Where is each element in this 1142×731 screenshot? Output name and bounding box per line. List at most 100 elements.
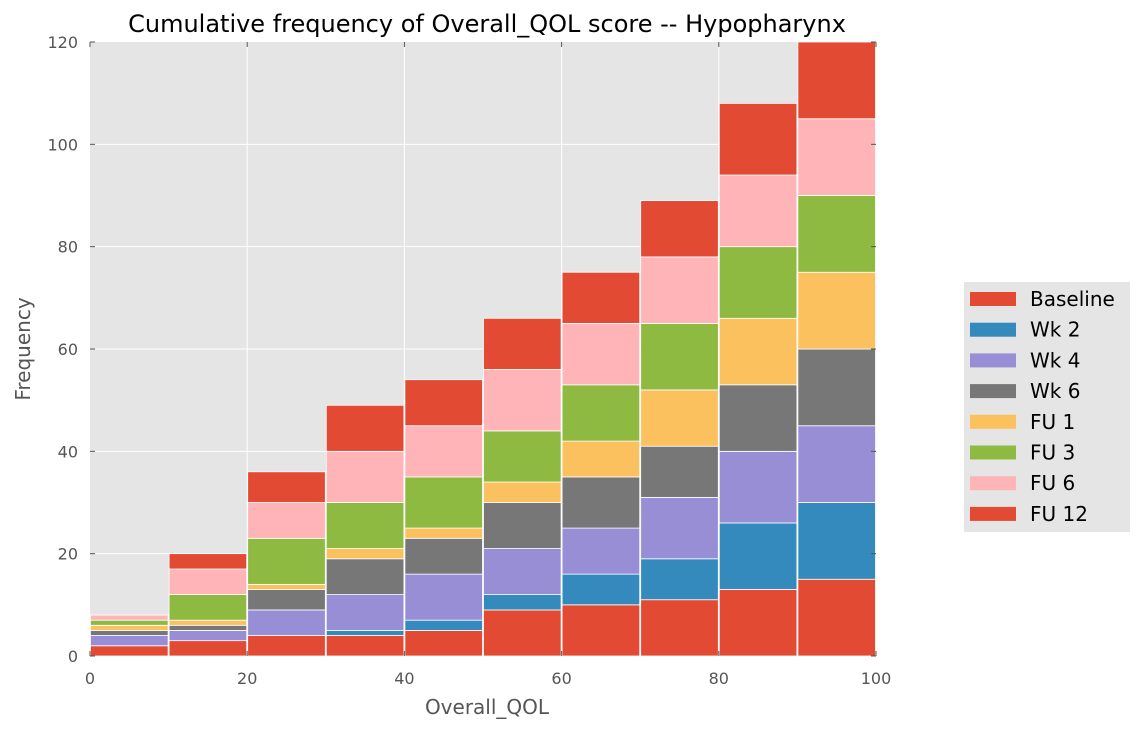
bar-segment	[718, 522, 798, 590]
bar-segment	[561, 271, 641, 324]
bar-segment	[168, 630, 248, 642]
bar-segment	[168, 640, 248, 657]
legend-label: FU 1	[1030, 410, 1075, 434]
bar-segment	[718, 317, 798, 386]
bar-segment	[247, 471, 326, 503]
bar-segment	[325, 558, 405, 595]
legend-swatch	[970, 384, 1016, 399]
x-tick-label: 20	[237, 669, 257, 688]
bar-segment	[325, 502, 405, 549]
chart-title: Cumulative frequency of Overall_QOL scor…	[128, 10, 846, 38]
bar-segment	[168, 619, 248, 626]
y-tick-label: 120	[47, 33, 78, 52]
bar-segment	[325, 594, 405, 631]
bar-segment	[483, 369, 562, 432]
legend-label: FU 6	[1030, 471, 1075, 495]
bar-segment	[797, 502, 876, 580]
legend-label: FU 12	[1030, 502, 1088, 526]
bar-segment	[718, 589, 798, 657]
bar-segment	[247, 502, 326, 539]
bar-segment	[325, 635, 405, 657]
y-tick-label: 20	[58, 545, 78, 564]
bar-segment	[483, 502, 562, 549]
legend-swatch	[970, 322, 1016, 337]
bar-segment	[483, 594, 562, 611]
bar-segment	[640, 599, 719, 657]
bar-segment	[483, 481, 562, 503]
bar-segment	[247, 583, 326, 590]
legend: Baseline Wk 2 Wk 4 Wk 6 FU 1 FU 3 FU 6 FU 12	[964, 282, 1130, 532]
bar-segment	[640, 256, 719, 324]
legend-swatch	[970, 353, 1016, 368]
bar-segment	[168, 624, 248, 631]
bar-segment	[90, 635, 169, 647]
ticks: 0 20 40 60 80 100 0 20 40 60 80 100 120	[47, 33, 891, 688]
legend-label: Wk 2	[1030, 318, 1080, 342]
legend-label: FU 3	[1030, 441, 1075, 465]
bar-segment	[561, 527, 641, 575]
bar-segment	[797, 578, 876, 657]
bar-segment	[640, 389, 719, 447]
bar-segment	[797, 348, 876, 427]
x-tick-label: 100	[861, 669, 892, 688]
y-tick-label: 40	[58, 442, 78, 461]
bar-segment	[404, 527, 483, 539]
bar-segment	[404, 379, 483, 427]
y-tick-label: 0	[68, 647, 78, 666]
bar-segment	[561, 604, 641, 657]
legend-label: Baseline	[1030, 287, 1115, 311]
bar-segment	[325, 630, 405, 636]
bar-segment	[797, 271, 876, 350]
legend-label: Wk 6	[1030, 379, 1080, 403]
bar-segment	[325, 548, 405, 560]
bar-segment	[247, 537, 326, 585]
bar-segment	[561, 384, 641, 442]
bar-segment	[640, 496, 719, 560]
bar-segment	[483, 317, 562, 370]
x-tick-label: 60	[551, 669, 571, 688]
bar-segment	[90, 645, 169, 657]
y-tick-label: 80	[58, 238, 78, 257]
bar-segment	[797, 41, 876, 120]
bar-segment	[797, 195, 876, 273]
bar-segment	[483, 430, 562, 483]
bar-segment	[404, 573, 483, 621]
x-tick-label: 40	[394, 669, 414, 688]
x-tick-label: 80	[709, 669, 729, 688]
bar-segment	[404, 425, 483, 478]
bar-segment	[561, 476, 641, 529]
bar-segment	[404, 476, 483, 529]
bar-segment	[640, 558, 719, 601]
y-axis-label: Frequency	[11, 297, 35, 400]
legend-swatch	[970, 292, 1016, 306]
bar-segment	[797, 118, 876, 196]
bar-segment	[718, 450, 798, 524]
legend-swatch	[970, 506, 1016, 521]
y-tick-label: 100	[47, 135, 78, 154]
bar-segment	[90, 619, 169, 626]
bar-segment	[718, 174, 798, 248]
bar-segment	[325, 404, 405, 452]
bar-segment	[247, 589, 326, 611]
x-tick-label: 0	[85, 669, 95, 688]
legend-swatch	[970, 476, 1016, 491]
bar-segment	[718, 103, 798, 176]
bar-segment	[247, 609, 326, 636]
bar-segment	[640, 200, 719, 258]
bar-segment	[168, 594, 248, 621]
y-tick-label: 60	[58, 340, 78, 359]
bars	[90, 41, 876, 657]
bar-segment	[718, 384, 798, 452]
bar-segment	[325, 450, 405, 503]
bar-segment	[168, 553, 248, 570]
bar-segment	[90, 624, 169, 631]
bar-segment	[247, 635, 326, 657]
legend-swatch	[970, 445, 1016, 460]
bar-segment	[168, 568, 248, 595]
bar-segment	[90, 630, 169, 636]
bar-segment	[718, 246, 798, 319]
bar-segment	[640, 445, 719, 498]
bar-segment	[561, 573, 641, 606]
bar-segment	[404, 619, 483, 631]
